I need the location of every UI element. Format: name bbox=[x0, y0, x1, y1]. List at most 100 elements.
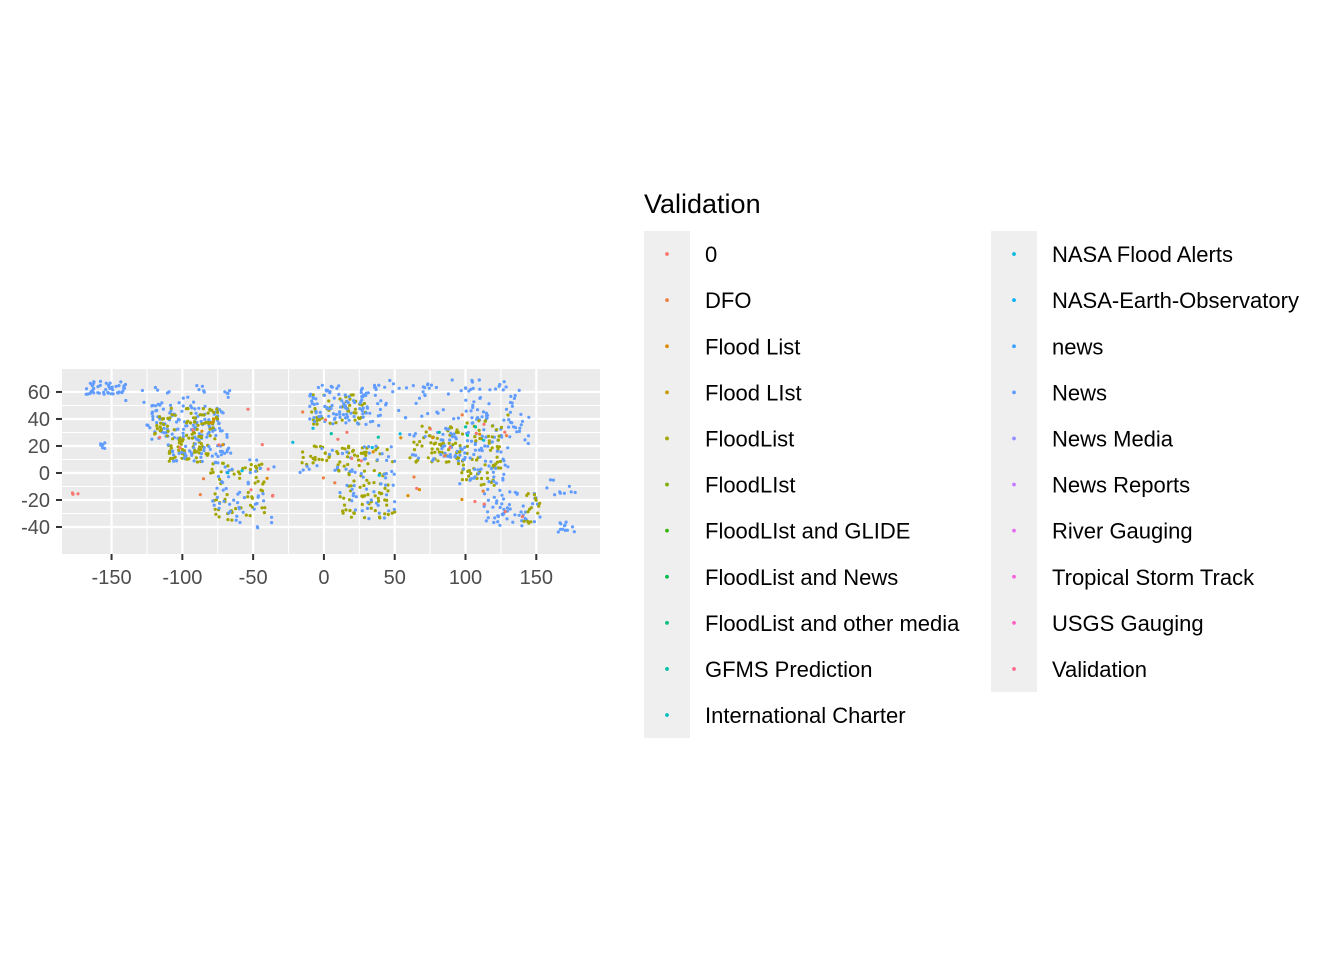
point bbox=[532, 520, 537, 524]
point bbox=[187, 457, 191, 461]
point bbox=[169, 456, 173, 461]
point bbox=[517, 429, 522, 433]
point bbox=[206, 452, 210, 456]
point bbox=[441, 441, 445, 445]
point bbox=[486, 434, 491, 438]
point bbox=[168, 451, 172, 455]
point bbox=[256, 494, 260, 498]
legend-label: DFO bbox=[705, 288, 751, 313]
point bbox=[548, 478, 553, 482]
point bbox=[92, 380, 96, 384]
point bbox=[217, 408, 222, 412]
point bbox=[215, 410, 220, 414]
point bbox=[108, 386, 112, 391]
point bbox=[255, 458, 259, 462]
point bbox=[482, 428, 486, 432]
point bbox=[225, 493, 229, 497]
point bbox=[502, 380, 506, 384]
point bbox=[210, 467, 214, 471]
point bbox=[213, 507, 217, 511]
point bbox=[355, 421, 360, 425]
point bbox=[217, 426, 222, 430]
point bbox=[526, 519, 530, 523]
point bbox=[349, 484, 353, 488]
point bbox=[484, 519, 488, 523]
point bbox=[352, 479, 356, 483]
point bbox=[453, 441, 458, 445]
point bbox=[436, 459, 440, 463]
point bbox=[110, 385, 114, 389]
point bbox=[214, 452, 218, 456]
point bbox=[512, 396, 517, 400]
point bbox=[420, 424, 424, 428]
point bbox=[337, 384, 341, 388]
point bbox=[208, 427, 212, 431]
point bbox=[262, 499, 266, 503]
point bbox=[155, 424, 159, 428]
point bbox=[443, 454, 447, 458]
point bbox=[317, 457, 321, 461]
point bbox=[345, 412, 349, 416]
point bbox=[155, 421, 159, 425]
point bbox=[500, 493, 504, 497]
point bbox=[383, 512, 387, 516]
x-axis: -150 -100 -50 0 50 100 150 bbox=[92, 554, 553, 589]
point bbox=[226, 518, 230, 522]
point bbox=[507, 418, 511, 422]
point bbox=[509, 394, 513, 398]
point bbox=[230, 518, 234, 522]
point bbox=[502, 418, 506, 422]
point bbox=[379, 482, 383, 486]
point bbox=[499, 450, 503, 454]
point bbox=[482, 422, 486, 426]
point bbox=[458, 453, 462, 457]
point bbox=[359, 459, 363, 463]
x-tick-label: 50 bbox=[384, 567, 406, 589]
point bbox=[364, 411, 368, 415]
point bbox=[214, 433, 218, 438]
point bbox=[500, 502, 504, 506]
point bbox=[430, 447, 434, 451]
point bbox=[205, 435, 209, 439]
point bbox=[104, 381, 108, 385]
point bbox=[367, 451, 371, 455]
point bbox=[490, 446, 494, 450]
point bbox=[156, 402, 160, 406]
point bbox=[478, 432, 482, 436]
point bbox=[327, 399, 331, 403]
point bbox=[366, 493, 370, 497]
point bbox=[378, 407, 382, 412]
point bbox=[315, 422, 319, 426]
point bbox=[465, 433, 470, 437]
point bbox=[479, 467, 483, 471]
point bbox=[494, 462, 498, 466]
point bbox=[98, 379, 103, 383]
point bbox=[327, 452, 332, 456]
point bbox=[182, 427, 186, 431]
point bbox=[339, 405, 343, 409]
point bbox=[207, 418, 211, 422]
point bbox=[483, 444, 487, 448]
point bbox=[345, 455, 350, 459]
point bbox=[564, 520, 568, 524]
point bbox=[346, 462, 350, 467]
point bbox=[226, 395, 230, 399]
point bbox=[240, 469, 244, 473]
point bbox=[158, 435, 162, 440]
point bbox=[332, 412, 336, 416]
point bbox=[216, 474, 221, 479]
point bbox=[248, 467, 252, 472]
point bbox=[226, 464, 230, 468]
point bbox=[353, 407, 357, 411]
point bbox=[384, 483, 388, 487]
point bbox=[428, 427, 432, 431]
point bbox=[387, 509, 391, 513]
point bbox=[412, 475, 416, 479]
point bbox=[469, 471, 473, 476]
point bbox=[106, 383, 111, 387]
point bbox=[440, 447, 444, 451]
point bbox=[256, 479, 260, 483]
point bbox=[362, 445, 366, 449]
point bbox=[340, 399, 344, 403]
point bbox=[71, 492, 75, 496]
